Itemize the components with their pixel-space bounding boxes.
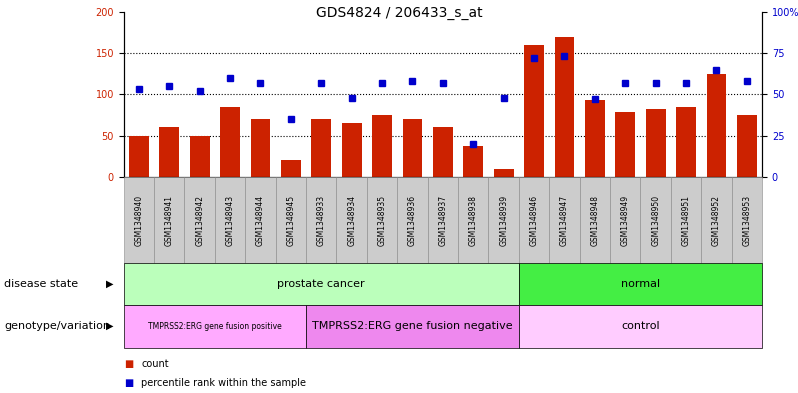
- Text: GSM1348952: GSM1348952: [712, 195, 721, 246]
- Bar: [220, 107, 240, 177]
- Bar: [311, 119, 331, 177]
- Bar: [706, 73, 726, 177]
- Text: GSM1348935: GSM1348935: [377, 195, 386, 246]
- Text: GSM1348944: GSM1348944: [256, 195, 265, 246]
- Text: TMPRSS2:ERG gene fusion negative: TMPRSS2:ERG gene fusion negative: [312, 321, 513, 331]
- Text: GDS4824 / 206433_s_at: GDS4824 / 206433_s_at: [316, 6, 482, 20]
- Text: GSM1348941: GSM1348941: [165, 195, 174, 246]
- Bar: [615, 112, 635, 177]
- Bar: [372, 115, 392, 177]
- Bar: [585, 100, 605, 177]
- Text: GSM1348948: GSM1348948: [591, 195, 599, 246]
- Bar: [646, 109, 666, 177]
- Bar: [676, 107, 696, 177]
- Text: GSM1348934: GSM1348934: [347, 195, 356, 246]
- Text: GSM1348938: GSM1348938: [468, 195, 478, 246]
- Bar: [494, 169, 514, 177]
- Text: control: control: [621, 321, 660, 331]
- Text: ▶: ▶: [105, 321, 113, 331]
- Text: TMPRSS2:ERG gene fusion positive: TMPRSS2:ERG gene fusion positive: [148, 322, 282, 331]
- Bar: [555, 37, 575, 177]
- Bar: [403, 119, 422, 177]
- Text: GSM1348953: GSM1348953: [742, 195, 752, 246]
- Bar: [190, 136, 210, 177]
- Bar: [433, 127, 452, 177]
- Bar: [737, 115, 757, 177]
- Text: GSM1348937: GSM1348937: [438, 195, 448, 246]
- Bar: [342, 123, 361, 177]
- Bar: [464, 146, 483, 177]
- Text: GSM1348946: GSM1348946: [530, 195, 539, 246]
- Text: normal: normal: [621, 279, 660, 289]
- Bar: [524, 45, 544, 177]
- Bar: [281, 160, 301, 177]
- Text: ■: ■: [124, 358, 133, 369]
- Text: percentile rank within the sample: percentile rank within the sample: [141, 378, 306, 388]
- Text: GSM1348933: GSM1348933: [317, 195, 326, 246]
- Text: GSM1348951: GSM1348951: [681, 195, 690, 246]
- Text: count: count: [141, 358, 169, 369]
- Text: GSM1348943: GSM1348943: [226, 195, 235, 246]
- Bar: [129, 136, 148, 177]
- Text: GSM1348945: GSM1348945: [286, 195, 295, 246]
- Text: GSM1348936: GSM1348936: [408, 195, 417, 246]
- Text: GSM1348947: GSM1348947: [560, 195, 569, 246]
- Text: GSM1348949: GSM1348949: [621, 195, 630, 246]
- Text: prostate cancer: prostate cancer: [278, 279, 365, 289]
- Text: genotype/variation: genotype/variation: [4, 321, 110, 331]
- Bar: [251, 119, 271, 177]
- Text: disease state: disease state: [4, 279, 78, 289]
- Bar: [160, 127, 180, 177]
- Text: GSM1348950: GSM1348950: [651, 195, 660, 246]
- Text: ▶: ▶: [105, 279, 113, 289]
- Text: GSM1348940: GSM1348940: [134, 195, 144, 246]
- Text: GSM1348942: GSM1348942: [196, 195, 204, 246]
- Text: GSM1348939: GSM1348939: [500, 195, 508, 246]
- Text: ■: ■: [124, 378, 133, 388]
